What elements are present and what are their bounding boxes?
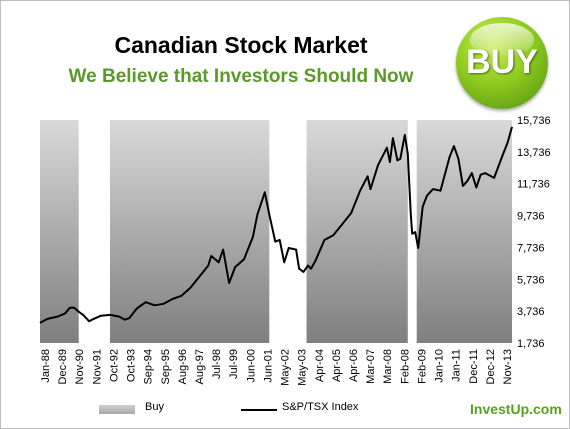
x-tick-label: Jan-11 bbox=[451, 349, 463, 382]
x-tick-label: Feb-08 bbox=[399, 349, 411, 384]
legend-index-swatch bbox=[241, 409, 277, 411]
x-tick-label: May-02 bbox=[280, 349, 292, 386]
buy-badge: BUY bbox=[456, 17, 548, 109]
x-tick-label: Mar-07 bbox=[365, 349, 377, 384]
y-tick-label: 1,736 bbox=[517, 338, 545, 350]
x-tick-label: Dec-12 bbox=[485, 349, 497, 384]
x-tick-label: Nov-90 bbox=[74, 349, 86, 384]
series-layer bbox=[39, 126, 513, 324]
x-tick-label: Apr-06 bbox=[348, 349, 360, 382]
x-tick-label: Jan-10 bbox=[434, 349, 446, 383]
y-tick-label: 15,736 bbox=[517, 115, 551, 127]
chart-title: Canadian Stock Market bbox=[114, 32, 368, 58]
x-tick-label: Apr-05 bbox=[331, 349, 343, 382]
y-tick-label: 5,736 bbox=[517, 274, 545, 286]
x-tick-label: Sep-95 bbox=[160, 349, 172, 384]
x-tick-label: Jun-00 bbox=[245, 349, 257, 383]
x-tick-label: Aug-97 bbox=[194, 349, 206, 384]
y-tick-label: 9,736 bbox=[517, 211, 545, 223]
buy-band-2 bbox=[306, 120, 408, 343]
legend-buy-label: Buy bbox=[145, 401, 164, 413]
x-tick-label: Jun-01 bbox=[262, 349, 274, 383]
buy-badge-label: BUY bbox=[466, 43, 538, 81]
legend-buy-swatch bbox=[99, 405, 135, 414]
x-tick-label: May-03 bbox=[297, 349, 309, 386]
y-tick-label: 7,736 bbox=[517, 242, 545, 254]
buy-band-1 bbox=[109, 120, 270, 343]
brand-logo-text: InvestUp.com bbox=[470, 401, 562, 417]
x-tick-label: Dec-89 bbox=[57, 349, 69, 384]
series-line-tsx bbox=[39, 126, 513, 324]
y-tick-label: 11,736 bbox=[517, 179, 550, 191]
x-axis: Jan-88 Dec-89 Nov-90 Nov-91 Oct-92 Oct-93 Sep-… bbox=[40, 349, 514, 386]
y-axis: 1,736 3,736 5,736 7,736 9,736 11,736 13,736 15,… bbox=[517, 115, 551, 350]
buy-band-3 bbox=[416, 120, 512, 343]
x-tick-label: Jul-98 bbox=[211, 349, 223, 379]
x-tick-label: Nov-91 bbox=[91, 349, 103, 384]
x-tick-label: Jul-99 bbox=[228, 349, 240, 379]
x-tick-label: Aug-96 bbox=[177, 349, 189, 384]
x-tick-label: Oct-92 bbox=[108, 349, 120, 382]
chart-subtitle: We Believe that Investors Should Now bbox=[68, 66, 414, 87]
x-tick-label: Oct-93 bbox=[126, 349, 138, 382]
x-tick-label: Sep-94 bbox=[143, 349, 155, 384]
x-tick-label: Feb-09 bbox=[416, 349, 428, 384]
badge-shine bbox=[470, 23, 534, 57]
y-tick-label: 3,736 bbox=[517, 306, 545, 318]
buy-band-0 bbox=[40, 120, 79, 343]
buy-bands bbox=[40, 120, 512, 343]
x-tick-label: Jan-88 bbox=[40, 349, 52, 383]
legend-index-label: S&P/TSX Index bbox=[282, 401, 359, 413]
x-tick-label: Dec-11 bbox=[468, 349, 480, 384]
x-tick-label: Apr-04 bbox=[314, 349, 326, 382]
x-tick-label: Nov-13 bbox=[502, 349, 514, 384]
x-tick-label: Mar-08 bbox=[382, 349, 394, 384]
y-tick-label: 13,736 bbox=[517, 147, 551, 159]
